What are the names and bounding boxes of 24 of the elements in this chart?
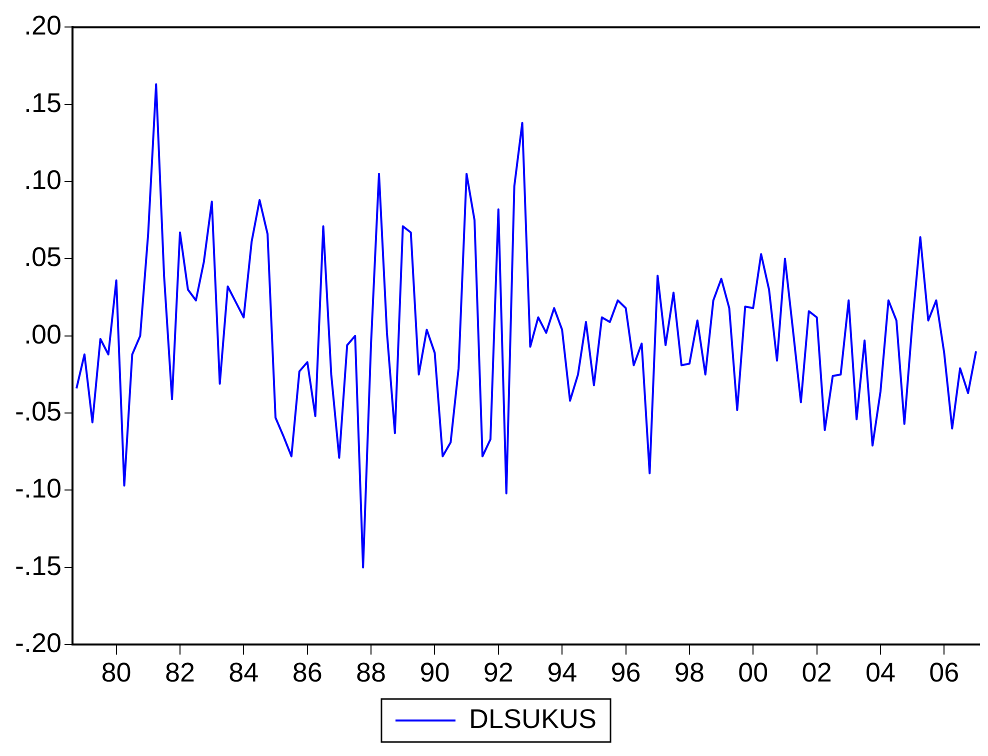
y-tick-label: -.05 — [14, 396, 62, 427]
x-tick-label: 84 — [228, 657, 259, 688]
x-tick-label: 86 — [292, 657, 322, 688]
x-tick-label: 00 — [738, 657, 768, 688]
x-tick-label: 98 — [674, 657, 704, 688]
y-tick-label: .20 — [24, 10, 62, 41]
x-tick-label: 82 — [164, 657, 196, 688]
y-tick-label: .00 — [24, 319, 62, 350]
x-tick-label: 94 — [547, 657, 578, 688]
x-tick-label: 88 — [356, 657, 386, 688]
x-tick-label: 96 — [610, 657, 641, 688]
x-tick-label: 02 — [802, 657, 832, 688]
x-tick-label: 90 — [420, 657, 450, 688]
x-tick-label: 04 — [865, 657, 896, 688]
legend-label: DLSUKUS — [468, 704, 597, 734]
y-tick-label: .10 — [24, 165, 62, 196]
y-tick-label: -.20 — [14, 628, 62, 658]
y-tick-label: -.15 — [14, 550, 62, 581]
x-tick-label: 80 — [101, 657, 132, 688]
x-tick-label: 92 — [483, 657, 514, 688]
y-tick-label: .15 — [24, 88, 62, 118]
x-tick-label: 06 — [929, 657, 960, 688]
y-tick-label: .05 — [24, 242, 62, 272]
y-tick-label: -.10 — [14, 474, 62, 504]
